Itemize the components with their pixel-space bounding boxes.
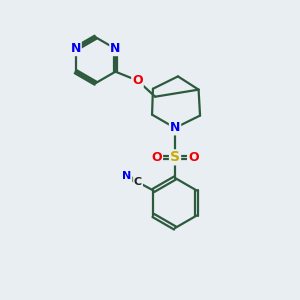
Text: S: S — [170, 150, 180, 164]
Text: N: N — [122, 171, 131, 182]
Text: O: O — [132, 74, 143, 87]
Text: O: O — [152, 151, 162, 164]
Text: O: O — [188, 151, 199, 164]
Text: N: N — [110, 42, 121, 55]
Text: C: C — [134, 177, 142, 187]
Text: N: N — [170, 122, 180, 134]
Text: N: N — [70, 42, 81, 55]
